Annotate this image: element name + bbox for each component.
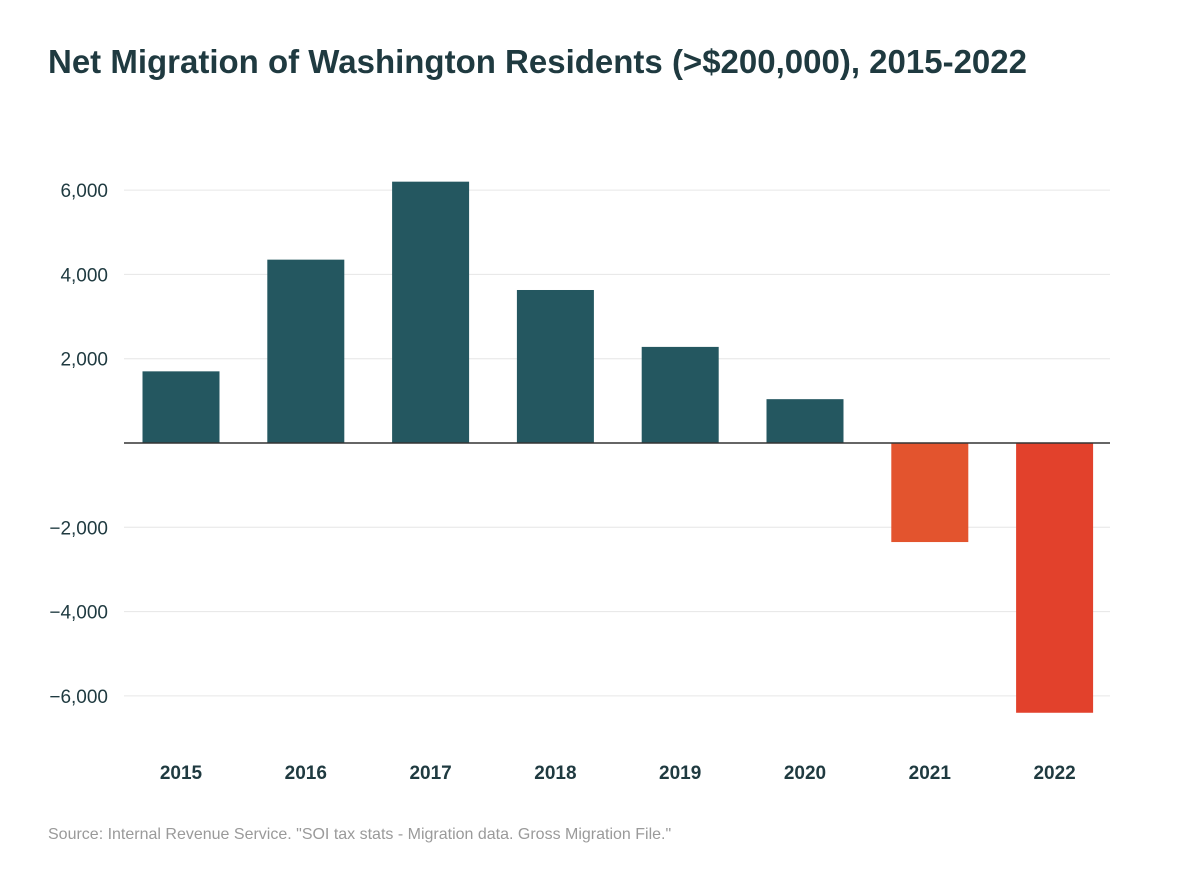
source-note: Source: Internal Revenue Service. "SOI t… [48,826,672,843]
bar-2022 [1016,443,1094,713]
bar-2019 [641,346,719,443]
bar-2017 [392,181,470,444]
bar-2016 [267,259,345,443]
x-tick-label: 2019 [659,763,701,784]
x-tick-label: 2015 [160,763,203,784]
x-tick-label: 2022 [1033,763,1075,784]
y-tick-label: −4,000 [49,603,108,624]
bar-2015 [142,371,220,443]
y-tick-label: −2,000 [49,518,108,539]
y-tick-label: 4,000 [60,265,108,286]
bar-2020 [766,399,844,443]
y-tick-label: 6,000 [60,181,108,202]
x-tick-label: 2021 [909,763,952,784]
y-tick-label: 2,000 [60,350,108,371]
x-tick-label: 2020 [784,763,826,784]
x-tick-label: 2018 [534,763,576,784]
y-tick-label: −6,000 [49,687,108,708]
chart-title: Net Migration of Washington Residents (>… [48,43,1027,80]
bar-2018 [516,289,594,443]
bar-2021 [891,443,969,543]
x-tick-label: 2016 [285,763,327,784]
x-tick-label: 2017 [409,763,451,784]
